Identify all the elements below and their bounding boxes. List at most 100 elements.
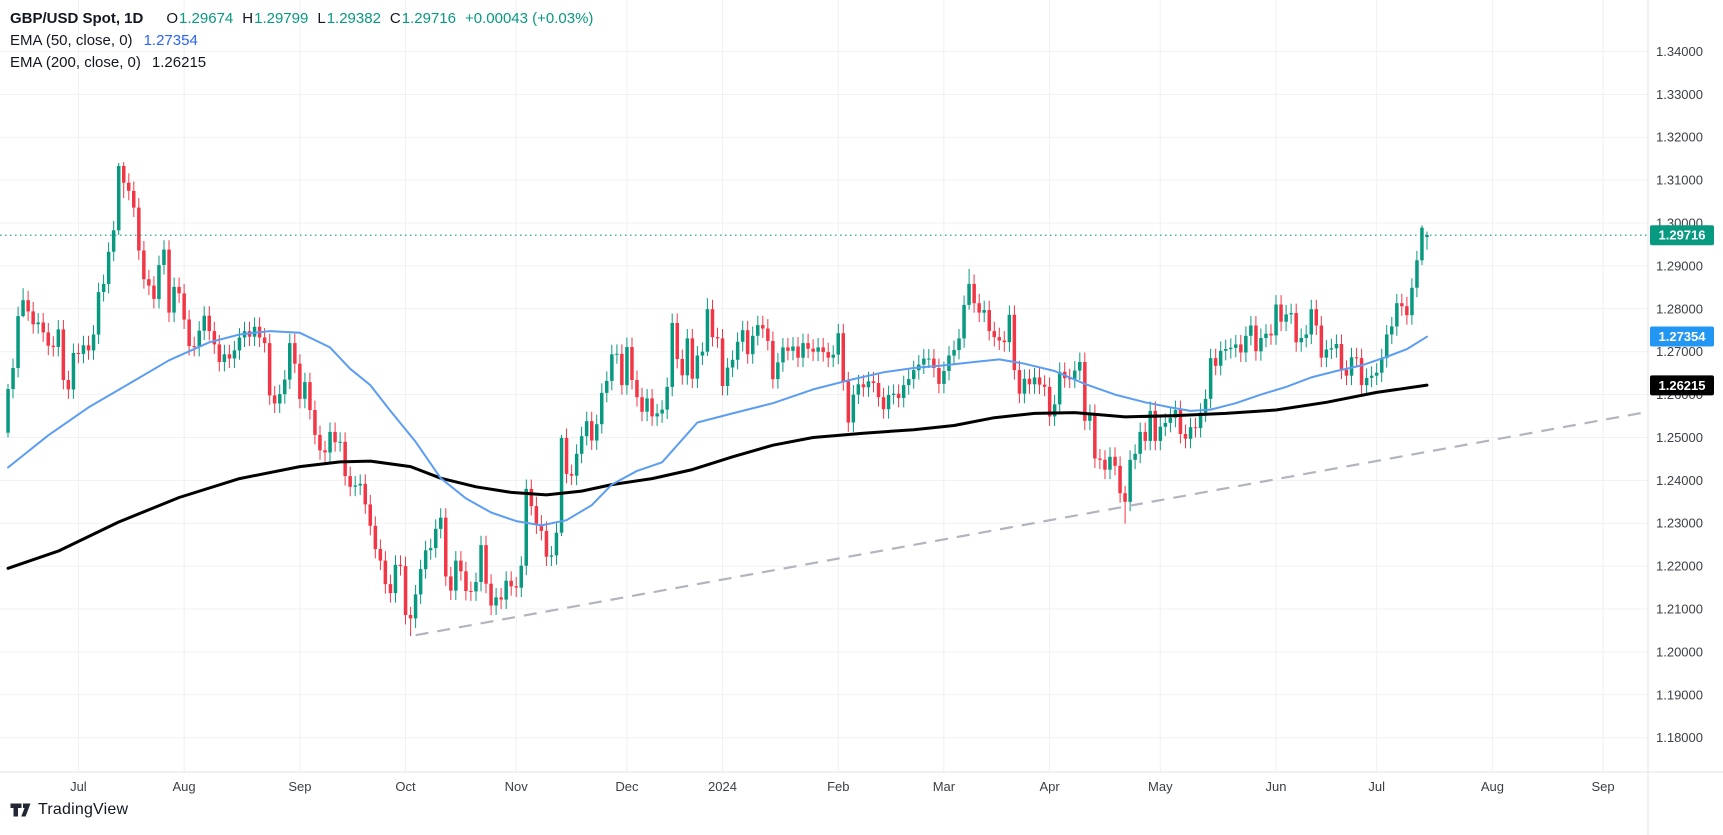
candle-body — [122, 166, 126, 183]
candle-body — [1042, 384, 1047, 387]
price-tag-current-text: 1.29716 — [1659, 228, 1706, 243]
candle-body — [660, 409, 664, 414]
candle-body — [36, 322, 40, 325]
candle-body — [459, 560, 463, 572]
price-tag-ema200-bg — [1650, 375, 1714, 396]
candle-body — [1173, 410, 1178, 418]
candle-body — [766, 328, 770, 341]
candle-body — [403, 566, 408, 615]
candle-body — [876, 383, 881, 398]
candle-body — [630, 347, 634, 380]
candle-body — [1103, 459, 1107, 470]
candle-body — [1380, 358, 1384, 373]
candle-body — [1148, 410, 1152, 441]
ema50-line — [7, 330, 1428, 527]
candle-body — [1093, 413, 1097, 459]
candle-body — [901, 385, 906, 398]
candle-body — [187, 319, 191, 347]
candle-body — [886, 395, 891, 410]
candle-body — [182, 293, 186, 320]
candle-body — [1244, 335, 1248, 353]
candle-body — [1178, 410, 1183, 434]
candle-body — [891, 393, 896, 395]
candle-body — [861, 384, 866, 388]
candle-body — [620, 353, 624, 386]
candle-body — [836, 333, 840, 355]
candle-body — [1088, 413, 1092, 421]
candle-body — [967, 283, 971, 305]
candle-body — [851, 394, 856, 423]
month-tick-label: Jul — [1368, 779, 1385, 794]
price-tick-label: 1.18000 — [1656, 730, 1703, 745]
candle-body — [1269, 333, 1273, 336]
ema50-label: EMA (50, close, 0) — [10, 32, 133, 49]
month-tick-label: Nov — [505, 779, 529, 794]
candle-body — [11, 368, 15, 389]
candle-body — [1052, 404, 1057, 417]
time-axis[interactable]: Jul Aug Sep Oct Nov Dec 2024 Feb Mar Apr May Jun Jul… — [70, 779, 1615, 794]
price-axis[interactable]: 1.18000 1.19000 1.20000 1.21000 1.22000 1.230… — [1650, 44, 1714, 745]
price-tick-label: 1.21000 — [1656, 602, 1703, 617]
plot-area[interactable] — [0, 162, 1649, 637]
candle-body — [1143, 431, 1147, 441]
month-tick-label: Aug — [173, 779, 196, 794]
candle-body — [152, 285, 156, 299]
month-tick-label: Feb — [827, 779, 849, 794]
high-label: H — [242, 10, 254, 27]
close-value: 1.29716 — [401, 10, 456, 27]
tradingview-logo[interactable]: TradingView — [10, 801, 128, 819]
candle-body — [615, 353, 619, 355]
candle-body — [1400, 303, 1404, 307]
trendline-dashed[interactable] — [415, 410, 1649, 637]
candle-body — [1395, 303, 1399, 327]
candle-body — [1314, 309, 1318, 326]
candle-body — [1385, 334, 1389, 359]
symbol-title[interactable]: GBP/USD Spot, 1D — [10, 10, 144, 27]
candle-body — [454, 560, 458, 591]
price-tick-label: 1.29000 — [1656, 258, 1703, 273]
candle-body — [157, 265, 161, 299]
candle-body — [434, 528, 438, 549]
symbol-row[interactable]: GBP/USD Spot, 1D O1.29674 H1.29799 L1.29382… — [10, 8, 593, 30]
candle-body — [1390, 326, 1394, 335]
candle-body — [1309, 309, 1313, 335]
candle-body — [328, 431, 332, 453]
candle-body — [972, 283, 976, 304]
candle-body — [237, 337, 242, 351]
candle-body — [977, 303, 981, 313]
candle-body — [932, 358, 936, 368]
candle-body — [896, 393, 901, 398]
candle-body — [947, 355, 951, 371]
candle-body — [283, 379, 287, 395]
price-tag-current-bg — [1650, 225, 1714, 246]
ema200-label: EMA (200, close, 0) — [10, 54, 141, 71]
indicator-row-ema50[interactable]: EMA (50, close, 0) 1.27354 — [10, 30, 593, 52]
candle-body — [1319, 325, 1324, 358]
candle-body — [544, 531, 549, 557]
candle-body — [358, 483, 362, 486]
candle-body — [142, 250, 146, 280]
candle-body — [922, 358, 926, 365]
candle-body — [1068, 378, 1072, 380]
candle-body — [207, 315, 211, 332]
candle-body — [177, 286, 181, 294]
candle-body — [1324, 349, 1329, 358]
candle-body — [710, 309, 715, 338]
candle-body — [1229, 347, 1233, 350]
candle-body — [509, 580, 513, 587]
candle-body — [610, 354, 614, 381]
candle-body — [1158, 426, 1163, 441]
candle-body — [816, 347, 820, 352]
candle-body — [605, 380, 609, 393]
candle-body — [444, 517, 448, 577]
candle-body — [293, 343, 297, 364]
candle-body — [1183, 434, 1188, 439]
price-tick-label: 1.28000 — [1656, 301, 1703, 316]
candle-body — [21, 300, 25, 317]
candle-body — [720, 338, 725, 386]
candle-body — [796, 346, 800, 358]
candle-body — [413, 594, 418, 619]
indicator-row-ema200[interactable]: EMA (200, close, 0) 1.26215 — [10, 52, 593, 74]
low-value: 1.29382 — [326, 10, 381, 27]
